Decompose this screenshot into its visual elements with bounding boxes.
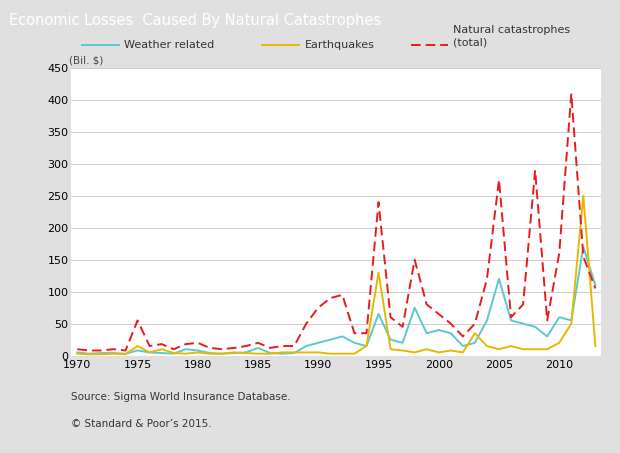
Text: Weather related: Weather related [124, 40, 215, 50]
Text: Economic Losses  Caused By Natural Catastrophes: Economic Losses Caused By Natural Catast… [9, 13, 381, 28]
Text: Source: Sigma World Insurance Database.: Source: Sigma World Insurance Database. [71, 392, 291, 402]
Text: (Bil. $): (Bil. $) [69, 55, 103, 65]
Text: Earthquakes: Earthquakes [304, 40, 374, 50]
Text: Natural catastrophes
(total): Natural catastrophes (total) [453, 25, 570, 48]
Text: © Standard & Poor’s 2015.: © Standard & Poor’s 2015. [71, 419, 212, 429]
